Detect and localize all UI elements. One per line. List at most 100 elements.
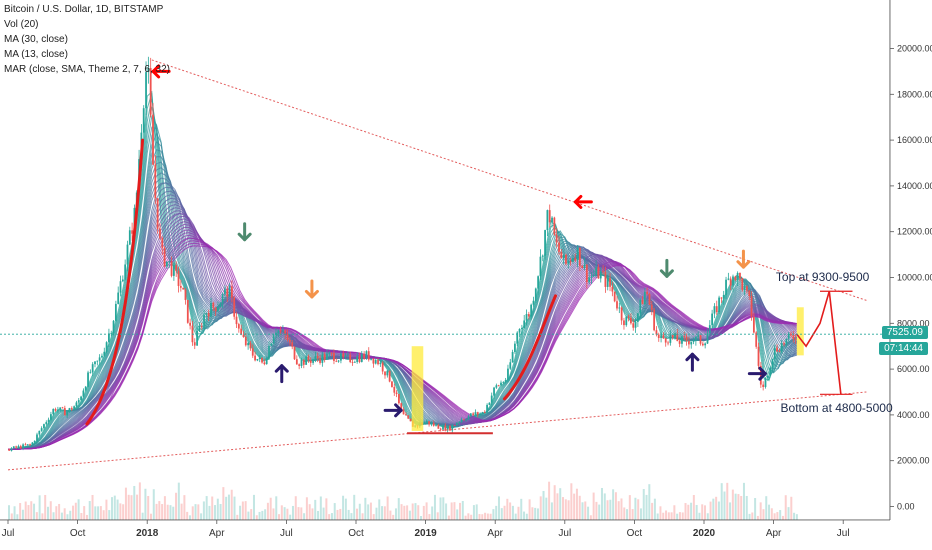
candle-body (263, 362, 266, 365)
candle-body (249, 343, 252, 349)
volume-bar (367, 504, 370, 520)
candle-body (662, 335, 665, 339)
x-tick-label: 2019 (414, 528, 437, 539)
arrow-head (758, 366, 767, 381)
legend-mar[interactable]: MAR (close, SMA, Theme 2, 7, 6, 32) (4, 64, 170, 75)
candle-body (314, 355, 317, 360)
candle-body (189, 322, 192, 326)
volume-bar (673, 505, 676, 520)
candle-body (757, 346, 760, 366)
candle-body (56, 409, 59, 411)
candle-body (377, 359, 379, 365)
volume-bar (514, 513, 517, 520)
candle-body (105, 342, 108, 352)
volume-bar (406, 505, 409, 520)
candle-body (574, 258, 577, 261)
candle-body (251, 348, 254, 356)
candle-body (787, 333, 790, 339)
candle-body (161, 238, 164, 248)
volume-bar (69, 510, 72, 520)
candle-body (226, 289, 229, 297)
volume-bar (592, 492, 595, 520)
volume-bar (102, 510, 105, 520)
volume-bar (383, 506, 386, 520)
candle-body (525, 314, 528, 321)
volume-bar (403, 505, 406, 520)
volume-bar (30, 501, 33, 520)
candle-body (630, 317, 632, 324)
volume-bar (202, 501, 205, 520)
volume-bar (620, 498, 623, 520)
candle-body (462, 419, 465, 421)
candle-body (641, 299, 644, 305)
candle-body (349, 354, 352, 363)
ribbon-line (7, 106, 798, 450)
volume-bar (790, 496, 793, 520)
candle-body (583, 264, 586, 268)
candle-body (493, 387, 495, 396)
volume-bar (478, 514, 481, 520)
ribbon-line (7, 126, 798, 450)
volume-bar (475, 504, 478, 520)
volume-bar (233, 496, 236, 520)
legend-ma30[interactable]: MA (30, close) (4, 34, 68, 45)
candle-body (681, 336, 683, 344)
volume-bar (595, 501, 598, 520)
candle-body (648, 294, 651, 305)
volume-bar (328, 514, 331, 520)
y-tick-label: 6000.00 (897, 364, 930, 374)
candle-body (741, 278, 744, 290)
candle-body (365, 351, 368, 359)
candle-body (230, 286, 233, 298)
x-tick-label: Jul (280, 528, 293, 539)
candle-body (59, 407, 62, 410)
candle-body (683, 336, 686, 338)
candle-body (539, 256, 542, 277)
candle-body (486, 404, 488, 413)
volume-bar (386, 496, 389, 520)
volume-bar (138, 482, 141, 520)
volume-bar (52, 512, 55, 520)
volume-bar (163, 496, 166, 520)
candle-body (620, 307, 623, 321)
volume-bar (361, 513, 364, 520)
volume-bar (768, 504, 771, 520)
candle-body (701, 343, 704, 346)
legend-volume[interactable]: Vol (20) (4, 19, 39, 30)
volume-bar (720, 483, 723, 520)
volume-bar (161, 504, 164, 520)
legend-ma13[interactable]: MA (13, close) (4, 49, 68, 60)
legend-title[interactable]: Bitcoin / U.S. Dollar, 1D, BITSTAMP (4, 4, 164, 15)
candle-body (474, 412, 477, 416)
candle-body (500, 382, 502, 386)
volume-bar (124, 487, 127, 520)
volume-bar (286, 508, 289, 520)
candle-body (588, 277, 591, 283)
volume-bar (350, 513, 353, 520)
volume-bar (180, 503, 183, 520)
candle-body (124, 264, 127, 280)
candle-body (205, 313, 208, 315)
volume-bar (704, 505, 706, 520)
candle-body (128, 230, 131, 245)
candle-body (555, 234, 558, 243)
volume-bar (575, 488, 578, 520)
candle-body (425, 421, 428, 423)
candle-body (228, 286, 231, 297)
x-tick-label: Oct (348, 528, 364, 539)
volume-bar (567, 500, 570, 520)
volume-bar (333, 503, 336, 520)
volume-bar (27, 505, 30, 520)
volume-bar (712, 498, 715, 520)
candle-body (398, 394, 400, 404)
volume-bar (353, 494, 356, 520)
volume-bar (536, 508, 539, 520)
y-tick-label: 16000.00 (897, 135, 932, 145)
volume-bar (317, 510, 320, 520)
candle-body (544, 230, 546, 256)
candle-body (785, 338, 788, 345)
candle-body (279, 330, 282, 332)
candle-body (446, 426, 449, 431)
candle-body (688, 340, 690, 345)
